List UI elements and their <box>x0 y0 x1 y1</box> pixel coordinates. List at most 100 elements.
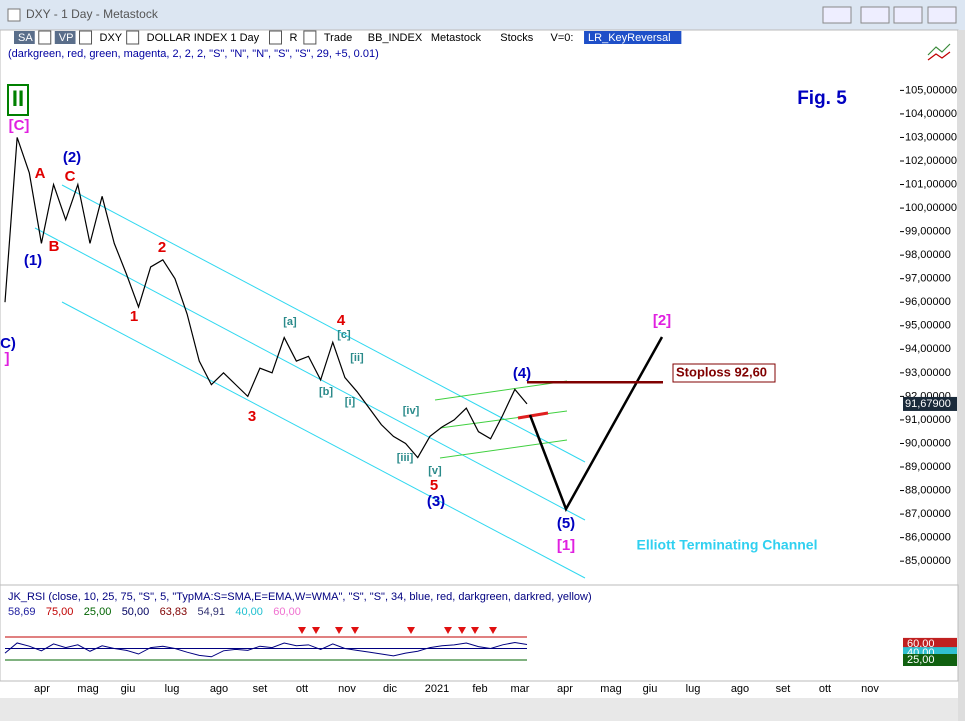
right-strip <box>958 30 965 721</box>
y-tick-label: 97,00000 <box>905 273 951 285</box>
toolbar-item-box[interactable] <box>584 31 682 44</box>
stoploss-box <box>672 363 776 383</box>
toolbar-item[interactable]: LR_KeyReversal <box>588 32 671 44</box>
x-tick-label: nov <box>861 683 879 695</box>
rsi-axis-box <box>903 637 957 650</box>
wave-box <box>7 84 29 116</box>
toolbar-item[interactable]: VP <box>59 32 74 44</box>
scrollbar[interactable] <box>0 698 958 721</box>
x-tick-label: mar <box>511 683 530 695</box>
rsi-readout: 54,91 <box>198 606 226 618</box>
toolbar-item[interactable]: DXY <box>100 32 123 44</box>
rsi-readout: 40,00 <box>235 606 263 618</box>
channel-line <box>61 301 586 579</box>
x-tick-label: lug <box>165 683 180 695</box>
wave-label: 3 <box>248 408 256 425</box>
y-tick-label: 88,00000 <box>905 484 951 496</box>
dropdown[interactable] <box>79 30 93 45</box>
last-price-label: 91,67900 <box>905 398 951 410</box>
dropdown[interactable] <box>38 30 52 45</box>
wave-label: [i] <box>345 396 356 408</box>
projection-line <box>528 336 664 512</box>
wave-label: Elliott Terminating Channel <box>637 537 818 553</box>
wave-label: [a] <box>283 316 297 328</box>
wave-label: (3) <box>427 493 445 510</box>
toolbar-item[interactable]: Stocks <box>500 32 534 44</box>
rsi-axis-box <box>903 654 957 666</box>
toolbar-item[interactable]: V=0: <box>551 32 574 44</box>
wave-label: ] <box>5 350 10 367</box>
y-tick-label: 102,00000 <box>905 155 957 167</box>
x-tick-label: apr <box>34 683 50 695</box>
wave-label: [b] <box>319 386 333 398</box>
x-tick-label: mag <box>600 683 621 695</box>
wave-label: [2] <box>653 312 671 329</box>
signal-arrow <box>312 627 320 634</box>
signal-arrow <box>407 627 415 634</box>
wave-label: (5) <box>557 515 575 532</box>
close-button[interactable] <box>927 6 957 24</box>
x-tick-label: set <box>253 683 268 695</box>
signal-arrow <box>489 627 497 634</box>
window-buttons[interactable] <box>822 6 957 24</box>
stoploss-label: Stoploss 92,60 <box>676 364 767 379</box>
rsi-readout: 50,00 <box>122 606 150 618</box>
rsi-axis-label: 60,00 <box>907 638 935 650</box>
x-tick-label: giu <box>643 683 658 695</box>
wave-label: [v] <box>428 465 442 477</box>
wave-label: C <box>65 168 76 185</box>
x-tick-label: ott <box>819 683 831 695</box>
restore-button[interactable] <box>822 6 852 24</box>
x-tick-label: ott <box>296 683 308 695</box>
wave-label: [C] <box>9 117 30 134</box>
rsi-readout: 75,00 <box>46 606 74 618</box>
toolbar-item-box[interactable] <box>14 31 35 44</box>
wave-label: [1] <box>557 537 575 554</box>
price-line <box>4 137 528 459</box>
signal-arrow <box>444 627 452 634</box>
last-price-box <box>903 396 957 411</box>
x-tick-label: dic <box>383 683 398 695</box>
toolbar-item[interactable]: R <box>290 32 298 44</box>
y-tick-label: 89,00000 <box>905 461 951 473</box>
wave-label: (1) <box>24 252 42 269</box>
toolbar-item[interactable]: DOLLAR INDEX 1 Day <box>147 32 260 44</box>
toolbar-item[interactable]: BB_INDEX <box>368 32 423 44</box>
toolbar-item[interactable]: Trade <box>324 32 352 44</box>
x-tick-label: feb <box>472 683 487 695</box>
rsi-axis-label: 25,00 <box>907 654 935 666</box>
y-tick-label: 104,00000 <box>905 108 957 120</box>
rsi-line <box>4 642 528 658</box>
x-tick-label: lug <box>686 683 701 695</box>
y-tick-label: 90,00000 <box>905 437 951 449</box>
title-bar <box>0 0 965 30</box>
y-tick-label: 96,00000 <box>905 296 951 308</box>
minimize-button[interactable] <box>860 6 890 24</box>
wave-label: 4 <box>337 312 346 329</box>
wave-label: (2) <box>63 149 81 166</box>
x-tick-label: nov <box>338 683 356 695</box>
y-tick-label: 86,00000 <box>905 532 951 544</box>
toolbar-item-box[interactable] <box>54 31 76 44</box>
y-tick-label: 94,00000 <box>905 343 951 355</box>
chart-icon[interactable] <box>927 43 951 61</box>
x-tick-label: 2021 <box>425 683 449 695</box>
y-tick-label: 99,00000 <box>905 226 951 238</box>
toolbar-item[interactable]: SA <box>18 32 33 44</box>
rsi-title: JK_RSI (close, 10, 25, 75, "S", 5, "TypM… <box>8 591 592 603</box>
dropdown[interactable] <box>269 30 282 45</box>
y-tick-label: 85,00000 <box>905 555 951 567</box>
channel-line <box>61 184 586 463</box>
wave-label: 2 <box>158 239 166 256</box>
dropdown[interactable] <box>126 30 140 45</box>
y-tick-label: 87,00000 <box>905 508 951 520</box>
maximize-button[interactable] <box>893 6 923 24</box>
wave-label: [c] <box>337 329 351 341</box>
rsi-panel <box>0 584 959 682</box>
wave-label: A <box>35 165 46 182</box>
wave-label: 5 <box>430 477 438 494</box>
toolbar-item[interactable]: Metastock <box>431 32 482 44</box>
y-tick-label: 93,00000 <box>905 367 951 379</box>
dropdown[interactable] <box>303 30 317 45</box>
